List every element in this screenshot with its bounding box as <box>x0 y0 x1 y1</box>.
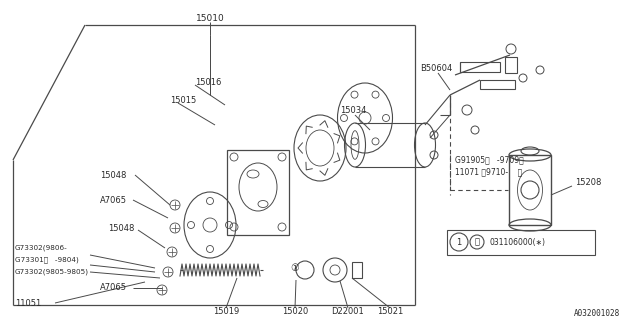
Text: A7065: A7065 <box>100 196 127 204</box>
Text: 15020: 15020 <box>282 308 308 316</box>
Text: 15048: 15048 <box>100 171 126 180</box>
Text: 15016: 15016 <box>195 77 221 86</box>
Text: 15048: 15048 <box>108 223 134 233</box>
Text: 15010: 15010 <box>196 13 225 22</box>
Bar <box>505 57 517 73</box>
Text: 15034: 15034 <box>340 106 366 115</box>
Text: G73302(9806-: G73302(9806- <box>15 245 68 251</box>
Text: A032001028: A032001028 <box>573 308 620 317</box>
Bar <box>480 80 515 89</box>
Text: 1: 1 <box>456 237 461 246</box>
Bar <box>509 155 551 225</box>
Text: G91905（   -9709）: G91905（ -9709） <box>455 156 524 164</box>
Text: G73301（   -9804): G73301（ -9804) <box>15 257 79 263</box>
Bar <box>447 230 595 255</box>
Text: A7065: A7065 <box>100 284 127 292</box>
Text: 11051: 11051 <box>15 299 41 308</box>
Text: 15021: 15021 <box>377 308 403 316</box>
Bar <box>227 149 289 235</box>
Text: 15019: 15019 <box>213 308 239 316</box>
Text: G73302(9805-9805): G73302(9805-9805) <box>15 269 89 275</box>
Text: 11071 （9710-    ）: 11071 （9710- ） <box>455 167 522 177</box>
Text: ①: ① <box>291 263 300 273</box>
Text: 031106000(∗): 031106000(∗) <box>489 237 545 246</box>
Text: 15208: 15208 <box>575 178 602 187</box>
Text: D22001: D22001 <box>332 308 364 316</box>
Text: ⓐ: ⓐ <box>474 237 479 246</box>
Text: B50604: B50604 <box>420 63 452 73</box>
Bar <box>352 262 362 278</box>
Bar <box>460 62 500 72</box>
Text: 15015: 15015 <box>170 95 196 105</box>
